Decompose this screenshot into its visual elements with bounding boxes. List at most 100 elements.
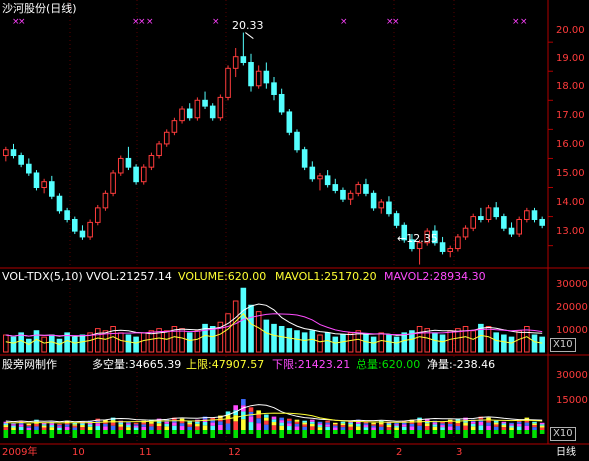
duokong-bar [225, 423, 231, 430]
duokong-bar [317, 427, 323, 430]
volume-bar [10, 336, 17, 353]
candle-body [531, 210, 538, 220]
candle-body [317, 175, 323, 180]
duokong-bar [455, 423, 461, 427]
period-label[interactable]: 日线 [556, 447, 576, 458]
lower-value: 下限:21423.21 [272, 358, 351, 371]
volume-bar [255, 311, 262, 353]
x-axis-label: 12 [228, 447, 241, 458]
duokong-neg-bar [355, 430, 361, 434]
duokong-bar [41, 422, 47, 425]
volume-bar [424, 328, 431, 353]
duokong-bar [424, 426, 430, 430]
duokong-neg-bar [141, 430, 147, 438]
candle-body [49, 181, 55, 197]
duokong-bar [310, 421, 315, 424]
duokong-bar [440, 425, 445, 428]
vvol-value: VVOL:21257.14 [86, 270, 172, 283]
signal-marker: × [386, 17, 394, 27]
duokong-bar [210, 420, 216, 423]
duokong-bar [409, 423, 415, 427]
duokong-neg-bar [310, 430, 315, 434]
duokong-bar [348, 426, 353, 430]
price-tick: 15.00 [556, 168, 585, 179]
candle-body [255, 70, 262, 87]
volume-bar [148, 330, 155, 353]
price-tick: 18.00 [556, 81, 585, 92]
duokong-neg-bar [340, 430, 346, 434]
chart-title: 沙河股份(日线) [2, 2, 77, 15]
duokong-bar [225, 415, 231, 419]
duokong-bar [187, 424, 193, 427]
duokong-bar [355, 421, 361, 424]
duokong-bar [233, 405, 238, 411]
duokong-bar [149, 421, 154, 424]
duokong-bar [401, 420, 407, 423]
duokong-bar [493, 420, 499, 423]
vol-indicator-name[interactable]: VOL-TDX(5,10) [2, 270, 83, 283]
duokong-bar [486, 417, 491, 421]
duokong-bar [509, 427, 514, 430]
duokong-neg-bar [501, 430, 507, 434]
volume-bar [462, 326, 469, 353]
duokong-neg-bar [409, 430, 415, 434]
candle-body [179, 108, 185, 122]
duokong-bar [233, 421, 238, 430]
duokong-neg-bar [516, 430, 522, 434]
duokong-bar [179, 418, 185, 421]
duokong-bar [386, 423, 392, 426]
candle-body [194, 99, 201, 119]
volume-bar [278, 326, 285, 353]
dk-indicator-name[interactable]: 股旁网制作 [2, 358, 57, 371]
duokong-bar [348, 422, 353, 425]
volume-bar [248, 304, 254, 353]
duokong-bar [34, 426, 39, 430]
duokong-bar [279, 425, 284, 430]
duokong-bar [501, 423, 507, 426]
volume-bar [71, 336, 78, 353]
x-axis-label: 3 [456, 447, 463, 458]
duokong-bar [3, 427, 9, 430]
duokong-neg-bar [432, 430, 438, 434]
duokong-bar [539, 427, 545, 430]
duokong-neg-bar [218, 430, 223, 434]
volume-bar [409, 330, 415, 353]
duokong-bar [187, 420, 193, 423]
volume-bars [3, 287, 545, 353]
duokong-bar [440, 423, 445, 426]
duokong-bar [210, 417, 216, 421]
duokong-bar [26, 425, 32, 427]
duokong-neg-bar [470, 430, 476, 434]
duokong-bar [325, 424, 330, 427]
duokong-neg-bar [455, 430, 461, 434]
duokong-bar [202, 425, 208, 430]
duokong-bar [455, 426, 461, 430]
volume-bar [133, 336, 139, 353]
duokong-bar [310, 426, 315, 430]
volume-bar [363, 334, 369, 353]
candle-body [209, 105, 216, 119]
duokong-bar [539, 425, 545, 428]
duokong-bar [248, 407, 254, 412]
candle-body [485, 207, 492, 220]
duokong-bar [486, 420, 491, 423]
volume-bar [332, 336, 339, 353]
duokong-neg-bar [164, 430, 170, 438]
duokong-bar [34, 423, 39, 427]
duokong-neg-bar [302, 430, 307, 438]
price-tick: 17.00 [556, 110, 585, 121]
volume-bar [501, 334, 507, 353]
dk-tick: 15000 [556, 395, 588, 406]
duokong-bar [72, 422, 78, 425]
candle-body [501, 216, 507, 229]
duokong-bar [378, 424, 384, 427]
duokong-neg-bar [478, 430, 484, 434]
duokong-bar [294, 423, 300, 427]
volume-bar [3, 334, 9, 353]
volume-bar [470, 330, 477, 353]
duokong-bar [371, 422, 376, 425]
duokong-neg-bar [95, 430, 101, 438]
duokong-bar [340, 427, 346, 430]
candle-body [133, 166, 139, 183]
